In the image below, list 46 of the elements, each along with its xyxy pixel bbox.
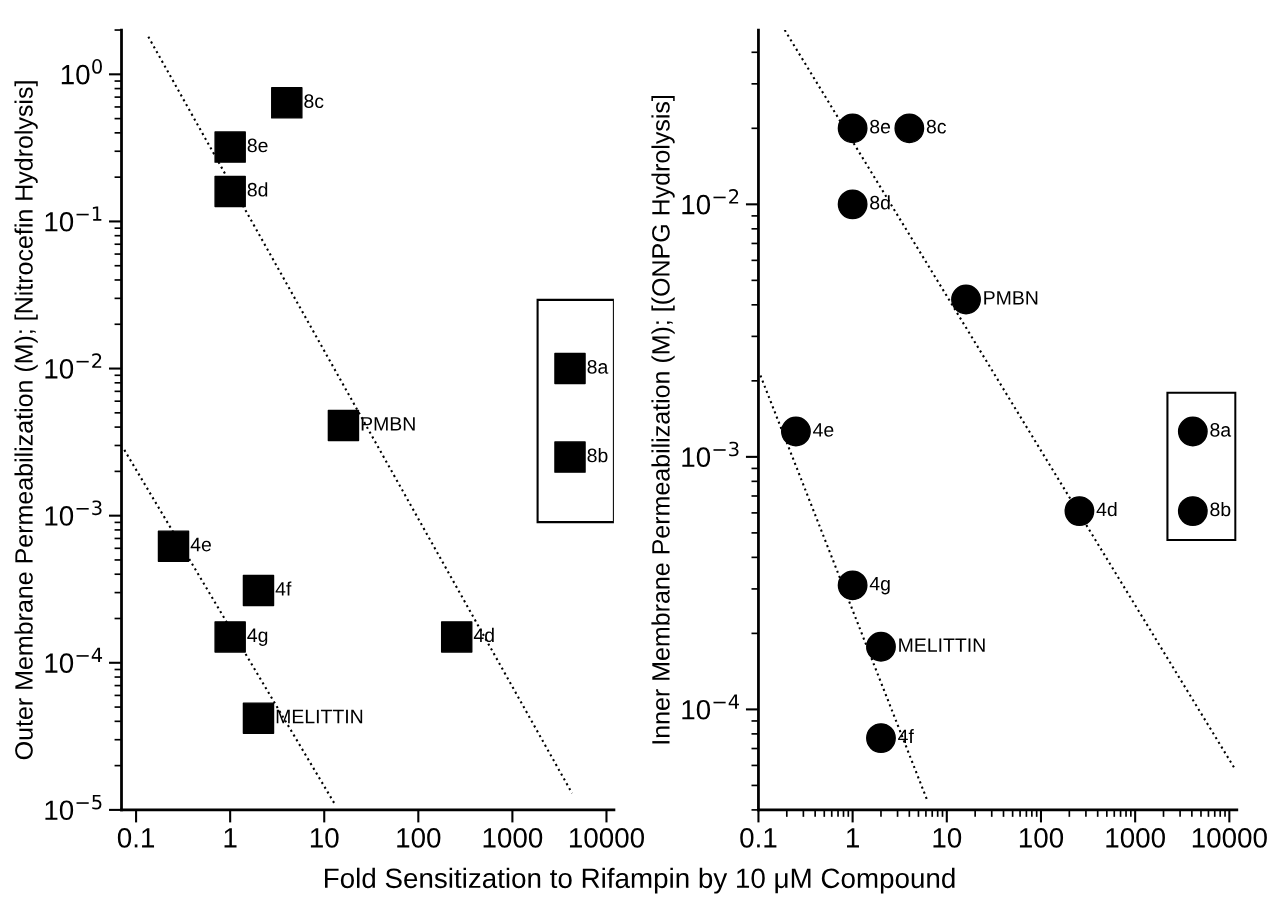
- annotation: 8e: [247, 138, 268, 153]
- annotation: 8d: [870, 195, 890, 210]
- y-tick-label: 10$^{0}$: [61, 59, 102, 85]
- annotation: PMBN: [984, 291, 1038, 305]
- y-axis-title: Outer Membrane Permeabilization (M); [Nitrocefin Hydrolysis]: [14, 81, 38, 760]
- annotation: MELITTIN: [899, 638, 985, 652]
- x-tick-label: 1000: [483, 827, 543, 848]
- annotation: PMBN: [361, 417, 415, 431]
- y-tick-label: 10$^{−3}$: [682, 441, 739, 467]
- annotation: 8c: [304, 94, 324, 109]
- x-tick-label: 10000: [1192, 827, 1267, 848]
- y-tick-label: 10$^{−1}$: [45, 206, 102, 232]
- y-tick-label: 10$^{−2}$: [45, 353, 102, 379]
- x-tick-label: 0.1: [740, 827, 777, 848]
- x-tick-label: 0.1: [117, 827, 155, 848]
- annotation: 4e: [190, 537, 211, 552]
- y-tick-label: 10$^{−3}$: [45, 500, 102, 526]
- annotation: 4g: [869, 576, 890, 595]
- x-tick-label: 100: [397, 827, 441, 848]
- y-tick-label: 10$^{−4}$: [45, 647, 103, 673]
- annotation: 4d: [1096, 502, 1117, 517]
- annotation: 4f: [275, 581, 292, 596]
- y-tick-label: 10$^{−4}$: [682, 694, 739, 720]
- x-tick-label: 10000: [569, 827, 645, 848]
- annotation: 8b: [587, 448, 608, 463]
- annotation: 4f: [898, 729, 914, 744]
- annotation: 4g: [247, 628, 268, 646]
- annotation: 8a: [587, 360, 609, 374]
- annotation: 8a: [1210, 422, 1232, 437]
- annotation: 8d: [247, 182, 268, 197]
- x-tick-label: 1000: [1106, 827, 1165, 848]
- x-axis-title: Fold Sensitization to Rifampin by 10 μM Compound: [325, 867, 955, 894]
- annotation: 4d: [473, 627, 494, 643]
- x-tick-label: 100: [1019, 827, 1064, 848]
- annotation: MELITTIN: [276, 709, 363, 724]
- annotation: 8b: [1210, 502, 1231, 517]
- annotation: 4e: [813, 423, 834, 437]
- y-tick-label: 10$^{−2}$: [682, 189, 739, 215]
- annotation: 8c: [926, 119, 947, 134]
- x-tick-label: 10: [933, 827, 962, 848]
- x-tick-label: 1: [847, 828, 859, 848]
- y-tick-label: 10$^{−5}$: [45, 794, 102, 821]
- annotation: 8e: [870, 119, 891, 134]
- x-tick-label: 1: [224, 828, 237, 848]
- y-axis-title: Inner Membrane Permeabilization (M); [(ONPG Hydrolysis]: [651, 95, 675, 744]
- x-tick-label: 10: [310, 827, 339, 848]
